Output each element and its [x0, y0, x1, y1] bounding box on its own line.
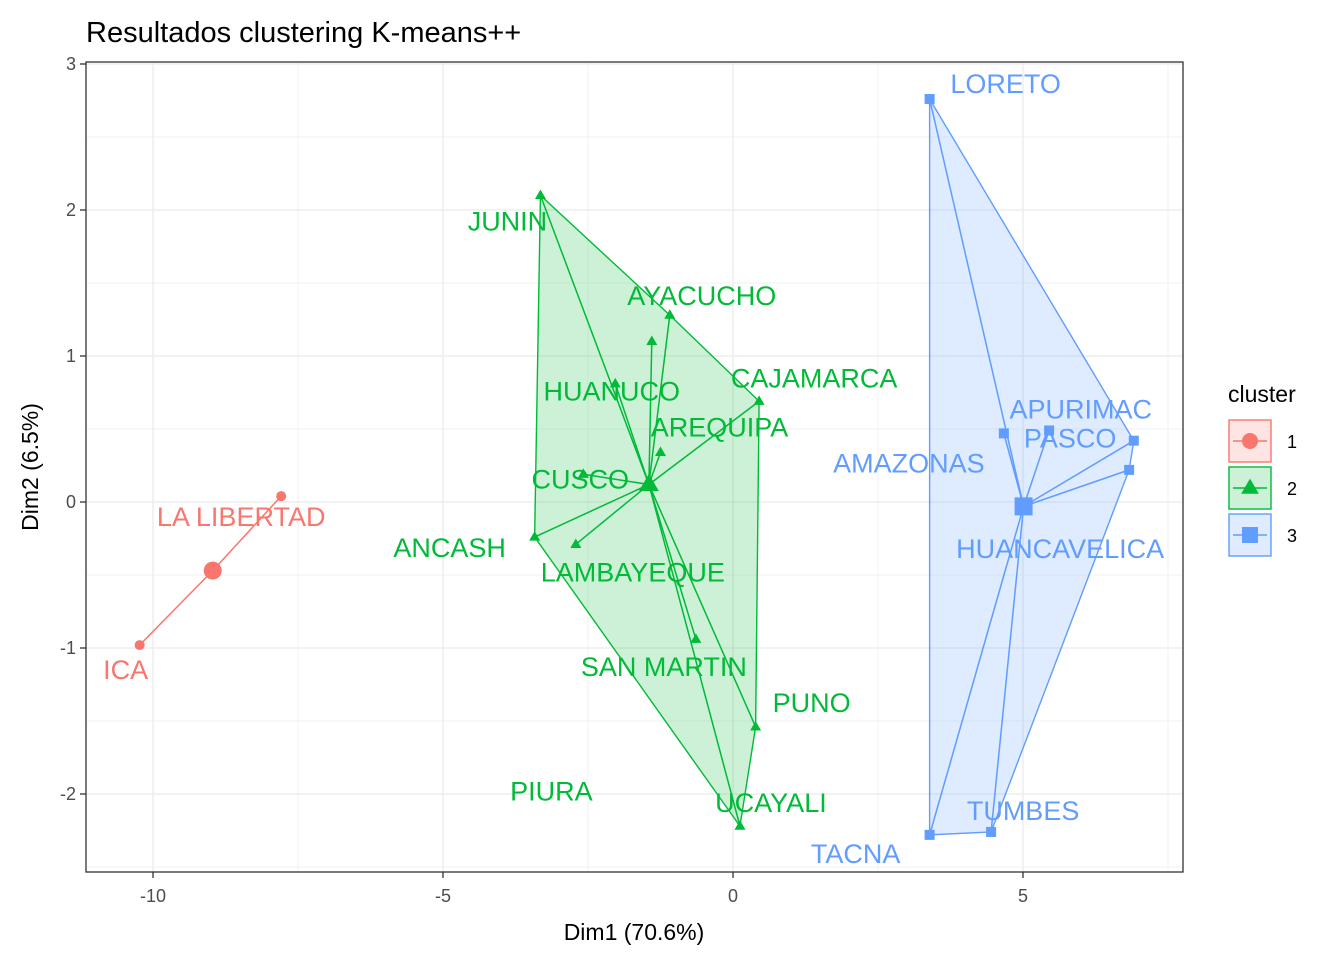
- point-label: LAMBAYEQUE: [541, 557, 725, 587]
- spoke-line: [212, 495, 282, 572]
- spoke-line: [648, 484, 757, 728]
- y-tick-label: 3: [66, 54, 76, 74]
- spoke-line: [648, 484, 741, 827]
- point-label: SAN MARTIN: [581, 652, 747, 682]
- spoke-line: [648, 315, 671, 485]
- point-label: HUANCAVELICA: [956, 534, 1164, 564]
- data-point: [655, 446, 666, 456]
- point-label: LA LIBERTAD: [157, 502, 326, 532]
- legend-marker: [1242, 433, 1258, 449]
- spoke-line: [648, 400, 760, 486]
- legend: cluster 1 2 3: [1228, 381, 1297, 557]
- spoke-line: [1023, 469, 1130, 508]
- chart-title: Resultados clustering K-means++: [86, 17, 521, 49]
- point-label: CAJAMARCA: [731, 363, 898, 393]
- data-point: [609, 377, 621, 388]
- data-point: [1124, 464, 1135, 475]
- data-point: [690, 633, 702, 643]
- legend-label: 3: [1287, 526, 1297, 546]
- point-label: TUMBES: [967, 796, 1080, 826]
- x-tick-label: -5: [435, 886, 451, 906]
- point-label: ICA: [103, 655, 148, 685]
- grid-lines: [86, 62, 1183, 872]
- spoke-line: [1023, 440, 1135, 508]
- panel-border: [85, 61, 1184, 873]
- spoke-line: [928, 98, 1025, 507]
- spoke-line: [928, 506, 1025, 836]
- legend-title: cluster: [1228, 381, 1296, 407]
- legend-key-3: 3: [1228, 513, 1297, 557]
- spoke-line: [990, 506, 1025, 833]
- y-tick-label: 2: [66, 200, 76, 220]
- point-label: ANCASH: [393, 533, 506, 563]
- legend-marker: [1242, 527, 1258, 543]
- point-label: PIURA: [510, 776, 593, 806]
- data-point: [134, 640, 145, 651]
- data-point: [1128, 435, 1139, 446]
- y-axis-title: Dim2 (6.5%): [17, 403, 43, 531]
- y-tick-label: -2: [60, 784, 76, 804]
- spoke-line: [583, 473, 650, 486]
- centroid-spokes: [139, 98, 1135, 836]
- data-point: [924, 94, 935, 105]
- data-point: [570, 538, 582, 548]
- data-point: [646, 335, 658, 346]
- point-label: HUANUCO: [544, 376, 681, 406]
- data-point: [534, 189, 546, 200]
- data-point: [753, 395, 765, 405]
- point-label: AMAZONAS: [833, 448, 985, 478]
- spoke-line: [1022, 430, 1050, 507]
- cluster-centroid: [1014, 497, 1033, 516]
- cluster-centroid: [639, 473, 659, 491]
- data-point: [664, 309, 676, 319]
- point-label: AYACUCHO: [627, 281, 776, 311]
- point-label: UCAYALI: [715, 788, 827, 818]
- x-axis-title: Dim1 (70.6%): [564, 919, 705, 945]
- cluster-hull-3: [928, 96, 1135, 836]
- spoke-line: [539, 195, 650, 485]
- point-label: TACNA: [811, 839, 901, 869]
- point-label: JUNIN: [468, 206, 548, 236]
- data-point: [276, 491, 287, 502]
- legend-label: 1: [1287, 432, 1297, 452]
- data-point: [750, 720, 762, 731]
- point-label: PUNO: [773, 688, 851, 718]
- point-label: AREQUIPA: [651, 412, 789, 442]
- data-point: [734, 820, 746, 830]
- x-tick-label: 5: [1018, 886, 1028, 906]
- point-label: PASCO: [1024, 423, 1117, 453]
- point-label: LORETO: [950, 69, 1061, 99]
- point-labels: LA LIBERTAD ICA JUNIN AYACUCHO HUANUCO CUSCO C…: [103, 69, 1164, 869]
- point-label: CUSCO: [532, 465, 630, 495]
- data-point: [924, 829, 935, 840]
- spoke-line: [534, 483, 650, 538]
- spoke-line: [575, 483, 650, 545]
- spoke-line: [614, 383, 650, 485]
- spoke-line: [1003, 433, 1025, 507]
- y-tick-label: 1: [66, 346, 76, 366]
- spoke-line: [648, 484, 697, 640]
- spoke-line: [648, 341, 653, 485]
- point-label: APURIMAC: [1010, 395, 1153, 425]
- x-tick-label: 0: [728, 886, 738, 906]
- legend-key-1: 1: [1228, 419, 1297, 463]
- y-tick-label: 0: [66, 492, 76, 512]
- spoke-line: [139, 570, 214, 646]
- data-point: [986, 826, 997, 837]
- x-tick-label: -10: [140, 886, 166, 906]
- data-point: [998, 428, 1009, 439]
- cluster-centroid: [203, 561, 222, 580]
- data-point: [1044, 425, 1055, 436]
- legend-marker: [1241, 478, 1259, 494]
- data-point: [529, 531, 541, 541]
- data-point: [577, 468, 589, 478]
- legend-label: 2: [1287, 479, 1297, 499]
- y-tick-label: -1: [60, 638, 76, 658]
- data-points: [134, 94, 1139, 840]
- legend-key-2: 2: [1228, 466, 1297, 510]
